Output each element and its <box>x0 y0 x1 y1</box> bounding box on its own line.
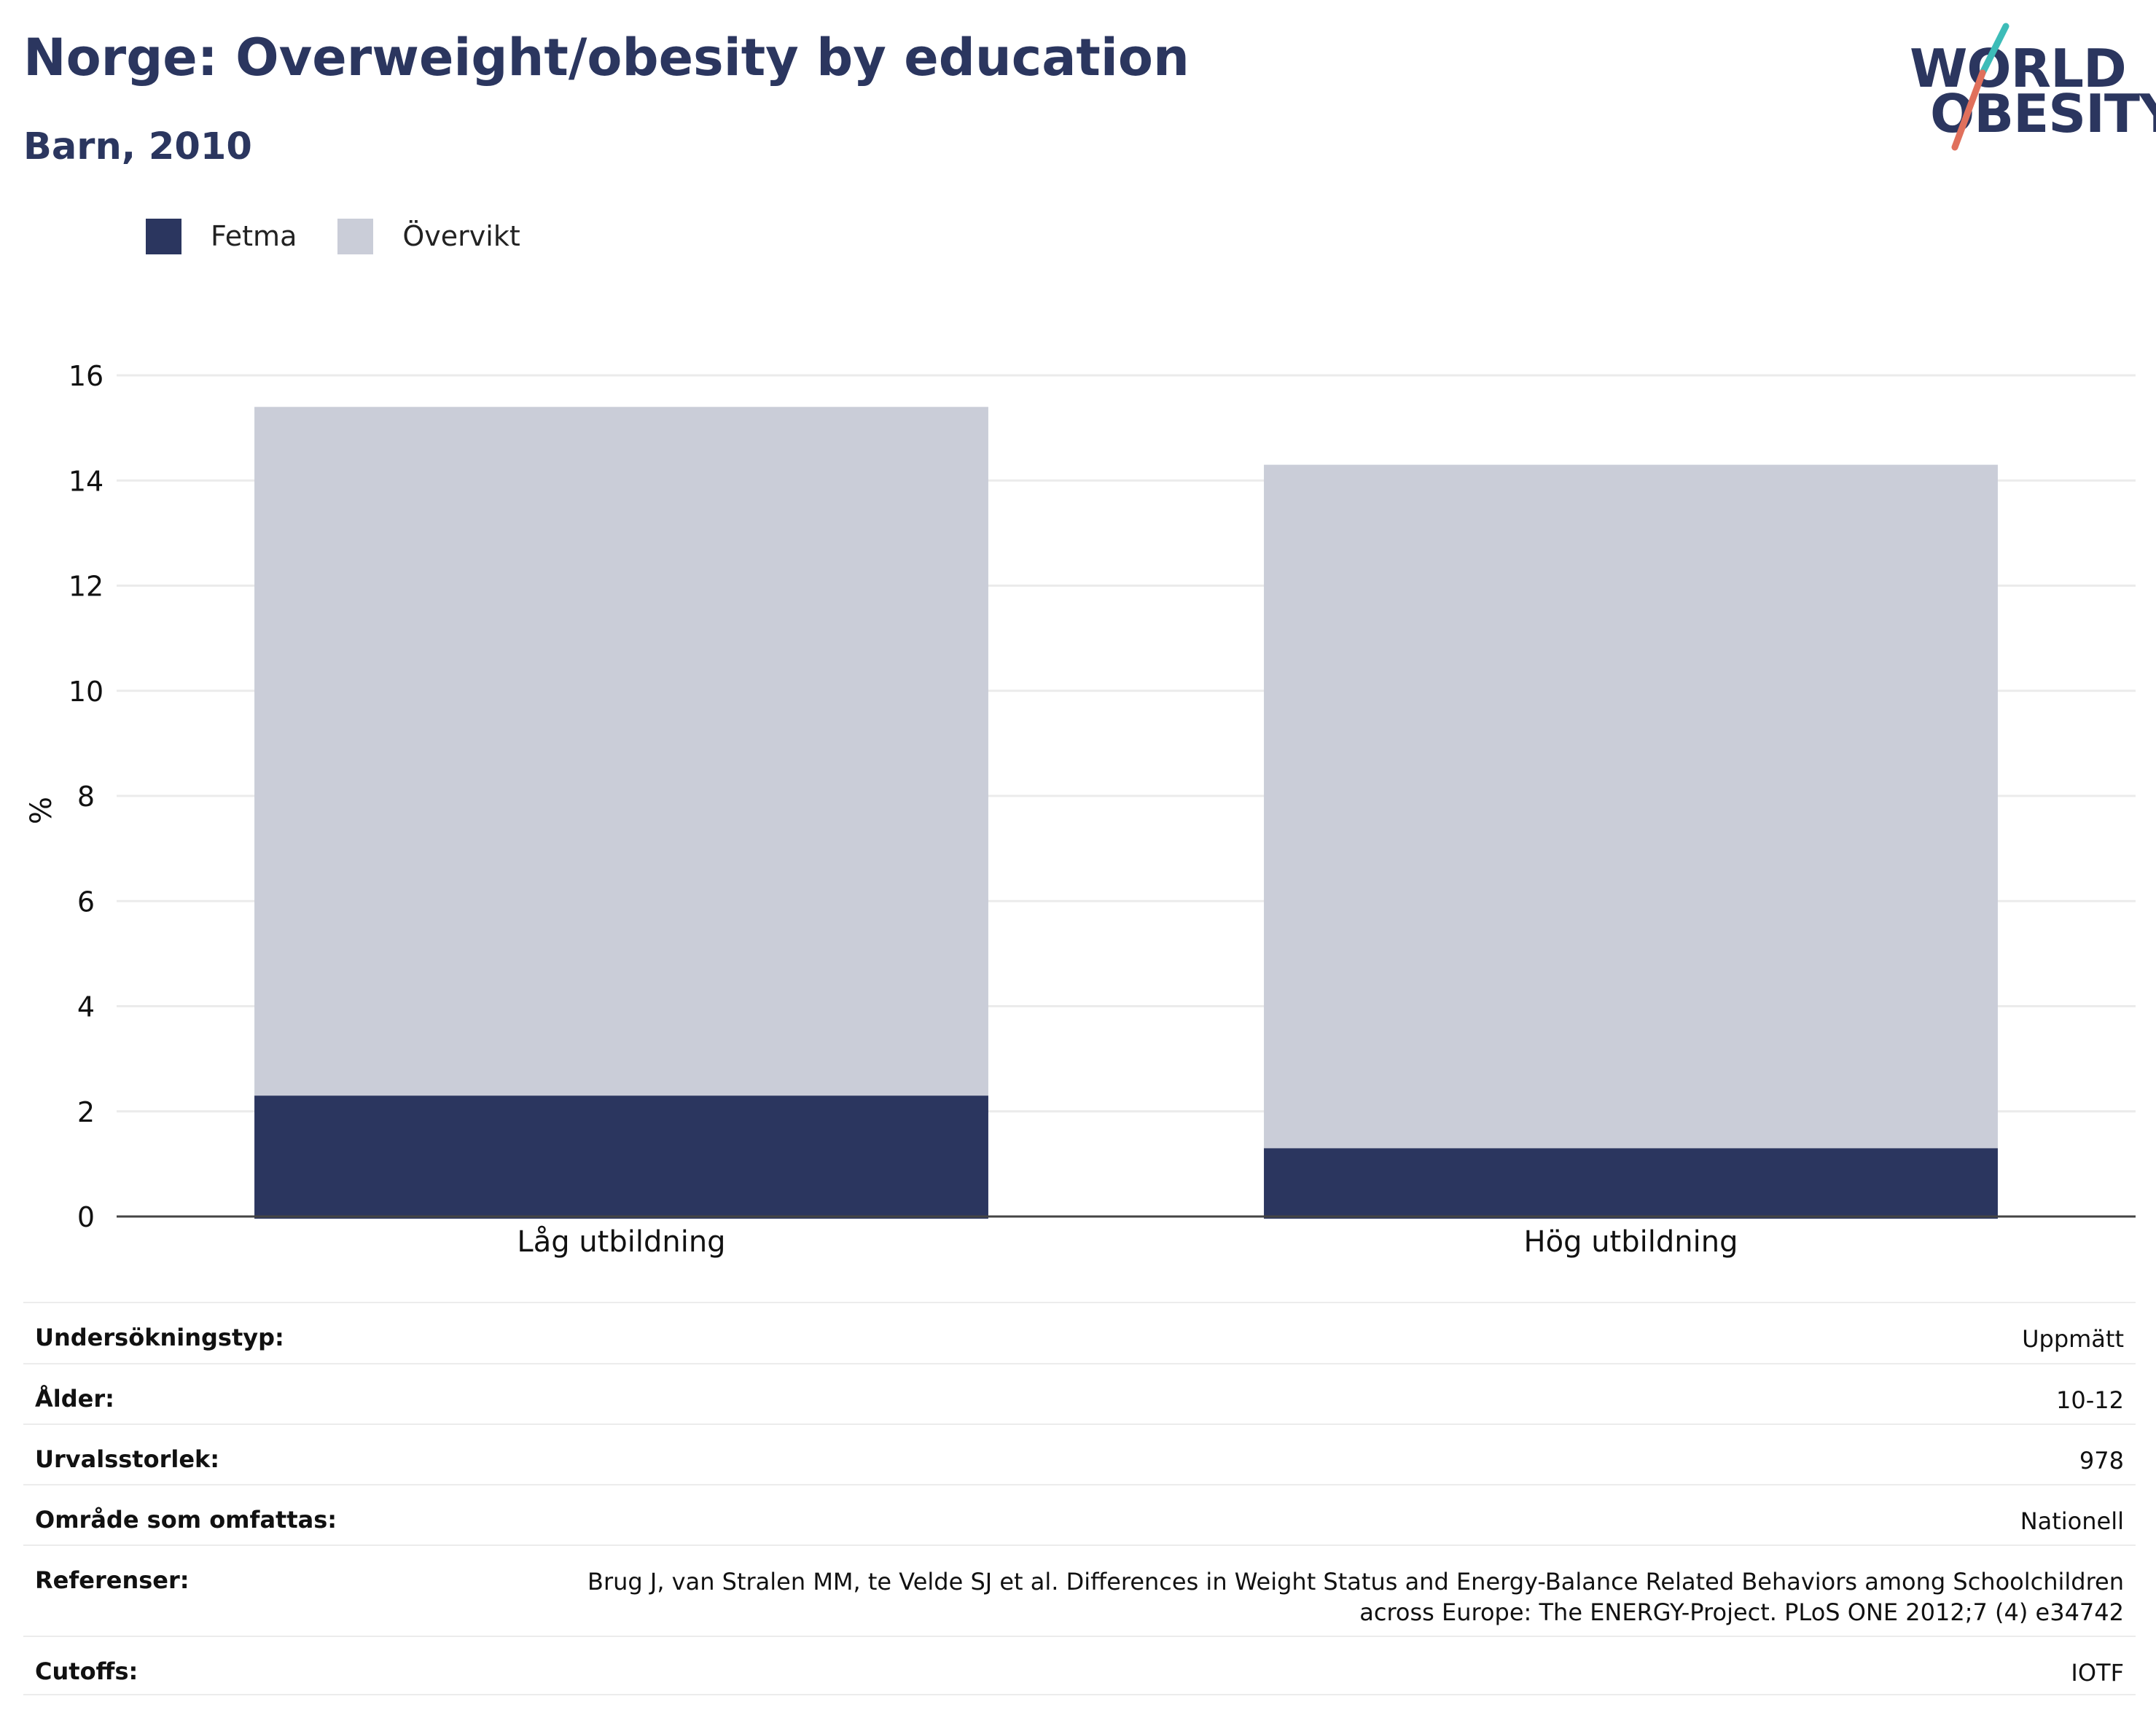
legend-item-fetma[interactable]: Fetma <box>146 218 297 254</box>
info-row-cutoffs: Cutoffs: IOTF <box>23 1636 2136 1695</box>
chart-legend: Fetma Övervikt <box>146 216 561 257</box>
page-title: Norge: Overweight/obesity by education <box>23 28 1190 87</box>
x-axis-ticks: Låg utbildning Hög utbildning <box>517 1225 1738 1259</box>
legend-label-overvikt: Övervikt <box>402 220 520 252</box>
world-obesity-logo: WORLD OBESITY <box>1895 22 2156 153</box>
bar-fetma-1[interactable] <box>1264 1148 1998 1219</box>
y-axis-label: % <box>25 797 58 824</box>
legend-swatch-fetma <box>146 218 181 254</box>
stacked-bar-chart: 0 2 4 6 8 10 12 14 16 Låg utbildning Hög utbildni… <box>25 360 2136 1259</box>
info-value: Uppmätt <box>2022 1325 2124 1353</box>
info-key: Undersökningstyp: <box>35 1324 284 1351</box>
y-tick-label: 14 <box>69 465 103 497</box>
info-key: Ålder: <box>35 1385 114 1413</box>
y-tick-label: 16 <box>69 360 103 392</box>
info-value: 978 <box>2079 1447 2124 1475</box>
info-value: Nationell <box>2020 1507 2124 1535</box>
info-key: Urvalsstorlek: <box>35 1445 220 1473</box>
info-value: IOTF <box>2071 1659 2124 1687</box>
info-key: Cutoffs: <box>35 1657 138 1685</box>
legend-item-overvikt[interactable]: Övervikt <box>337 218 520 254</box>
y-tick-label: 8 <box>77 781 95 813</box>
y-tick-label: 0 <box>77 1201 95 1233</box>
logo-line-1: WORLD <box>1910 38 2127 99</box>
x-tick-label: Låg utbildning <box>517 1225 725 1259</box>
reference-link[interactable]: Brug J, van Stralen MM, te Velde SJ et a… <box>587 1568 2124 1626</box>
bar-vervikt-1[interactable] <box>1264 464 1998 1149</box>
page-subtitle: Barn, 2010 <box>23 125 252 168</box>
y-axis-ticks: 0 2 4 6 8 10 12 14 16 <box>69 360 103 1233</box>
chart-bars <box>254 407 1998 1219</box>
y-tick-label: 12 <box>69 571 103 603</box>
y-tick-label: 4 <box>77 991 95 1023</box>
y-tick-label: 10 <box>69 676 103 708</box>
info-row-survey-type: Undersökningstyp: Uppmätt <box>23 1302 2136 1363</box>
x-tick-label: Hög utbildning <box>1524 1225 1738 1259</box>
info-value: 10-12 <box>2056 1386 2124 1414</box>
info-row-age: Ålder: 10-12 <box>23 1363 2136 1423</box>
bar-fetma-0[interactable] <box>254 1096 988 1219</box>
y-tick-label: 6 <box>77 886 95 918</box>
y-tick-label: 2 <box>77 1096 95 1128</box>
info-key: Referenser: <box>35 1566 190 1594</box>
logo-slash-icon <box>1951 23 2009 151</box>
info-key: Område som omfattas: <box>35 1506 337 1534</box>
info-row-coverage: Område som omfattas: Nationell <box>23 1484 2136 1544</box>
info-table: Undersökningstyp: Uppmätt Ålder: 10-12 U… <box>23 1302 2136 1695</box>
bar-vervikt-0[interactable] <box>254 407 988 1096</box>
legend-swatch-overvikt <box>337 218 374 254</box>
legend-label-fetma: Fetma <box>211 220 297 252</box>
info-row-sample-size: Urvalsstorlek: 978 <box>23 1423 2136 1484</box>
info-row-references: Referenser: Brug J, van Stralen MM, te V… <box>23 1544 2136 1636</box>
